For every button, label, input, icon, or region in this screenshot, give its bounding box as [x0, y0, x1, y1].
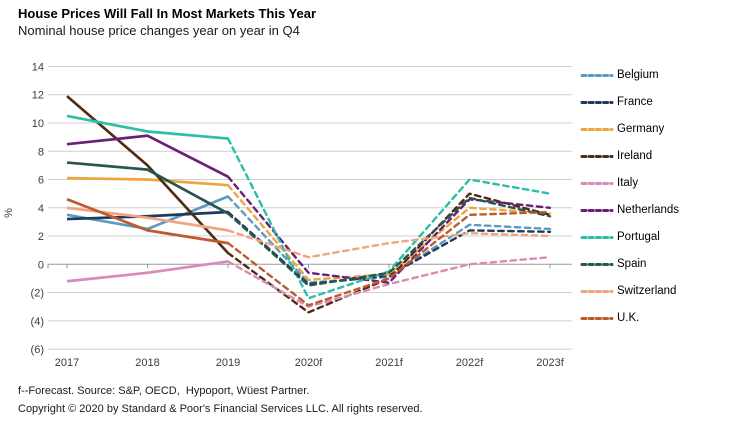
- legend-item-france: France: [580, 89, 740, 116]
- series-line-historical-ireland: [66, 95, 229, 254]
- series-line-forecast-italy: [226, 256, 552, 308]
- legend-swatch-belgium: [580, 74, 614, 77]
- legend-item-switzerland: Switzerland: [580, 278, 740, 305]
- x-axis-tick-label: 2021f: [375, 357, 403, 369]
- legend-item-ireland: Ireland: [580, 143, 740, 170]
- series-line-forecast-netherlands: [226, 175, 552, 284]
- legend-label-netherlands: Netherlands: [617, 203, 680, 216]
- y-axis-tick-label: 0: [38, 259, 44, 271]
- legend-label-u-k: U.K.: [617, 311, 640, 324]
- legend-label-italy: Italy: [617, 176, 639, 189]
- series-line-historical-germany: [66, 176, 229, 187]
- chart-subtitle: Nominal house price changes year on year…: [18, 23, 300, 38]
- legend-label-belgium: Belgium: [617, 68, 659, 81]
- legend-label-portugal: Portugal: [617, 230, 660, 243]
- legend-label-france: France: [617, 95, 653, 108]
- y-axis-tick-label: 6: [38, 175, 44, 187]
- y-axis-tick-label: 14: [32, 61, 44, 73]
- y-axis-tick-label: 12: [32, 90, 44, 102]
- chart-legend: Belgium France Germany Ireland Italy Netherla…: [580, 62, 740, 332]
- source-footnote: f--Forecast. Source: S&P, OECD, Hypoport…: [18, 385, 310, 397]
- legend-swatch-ireland: [580, 155, 614, 158]
- series-line-forecast-switzerland: [226, 229, 552, 259]
- series-line-historical-netherlands: [66, 134, 229, 178]
- y-axis-tick-label: 8: [38, 146, 44, 158]
- series-line-historical-spain: [66, 161, 229, 215]
- series-line-forecast-ireland: [226, 192, 552, 314]
- y-axis-tick-label: (4): [31, 316, 44, 328]
- y-axis-tick-label: (2): [31, 288, 44, 300]
- y-axis-tick-label: 4: [38, 203, 44, 215]
- series-line-forecast-spain: [226, 196, 552, 287]
- series-line-historical-portugal: [66, 114, 229, 140]
- legend-label-spain: Spain: [617, 257, 647, 270]
- legend-item-netherlands: Netherlands: [580, 197, 740, 224]
- legend-swatch-portugal: [580, 236, 614, 239]
- line-chart: 14 12 10 8 6 4 2 0 (2) (4) (6) 2017 2018 2019 2020f 202…: [3, 61, 572, 369]
- legend-item-spain: Spain: [580, 251, 740, 278]
- legend-item-germany: Germany: [580, 116, 740, 143]
- legend-swatch-switzerland: [580, 290, 614, 293]
- y-axis-tick-label: 10: [32, 118, 44, 130]
- y-axis-tick-label: (6): [31, 344, 44, 356]
- x-axis-tick-label: 2023f: [536, 357, 564, 369]
- legend-swatch-germany: [580, 128, 614, 131]
- x-axis-tick-label: 2018: [135, 357, 159, 369]
- series-line-forecast-belgium: [226, 195, 552, 284]
- x-axis-tick-label: 2017: [55, 357, 79, 369]
- legend-label-germany: Germany: [617, 122, 665, 135]
- legend-item-portugal: Portugal: [580, 224, 740, 251]
- series-line-historical-france: [66, 210, 229, 221]
- legend-swatch-france: [580, 101, 614, 104]
- y-axis-tick-label: 2: [38, 231, 44, 243]
- legend-item-italy: Italy: [580, 170, 740, 197]
- y-axis-title: %: [3, 208, 15, 218]
- series-line-historical-italy: [66, 260, 229, 283]
- series-line-forecast-u-k: [226, 210, 552, 307]
- x-axis-tick-label: 2019: [216, 357, 240, 369]
- legend-swatch-u-k: [580, 317, 614, 320]
- legend-swatch-netherlands: [580, 209, 614, 212]
- x-axis-tick-label: 2022f: [456, 357, 484, 369]
- legend-item-u-k: U.K.: [580, 305, 740, 332]
- legend-swatch-spain: [580, 263, 614, 266]
- legend-label-switzerland: Switzerland: [617, 284, 677, 297]
- x-axis-tick-label: 2020f: [295, 357, 323, 369]
- chart-title: House Prices Will Fall In Most Markets T…: [18, 6, 317, 21]
- legend-item-belgium: Belgium: [580, 62, 740, 89]
- legend-label-ireland: Ireland: [617, 149, 653, 162]
- series-line-historical-u-k: [66, 198, 229, 245]
- copyright-notice: Copyright © 2020 by Standard & Poor's Fi…: [18, 403, 423, 415]
- legend-swatch-italy: [580, 182, 614, 185]
